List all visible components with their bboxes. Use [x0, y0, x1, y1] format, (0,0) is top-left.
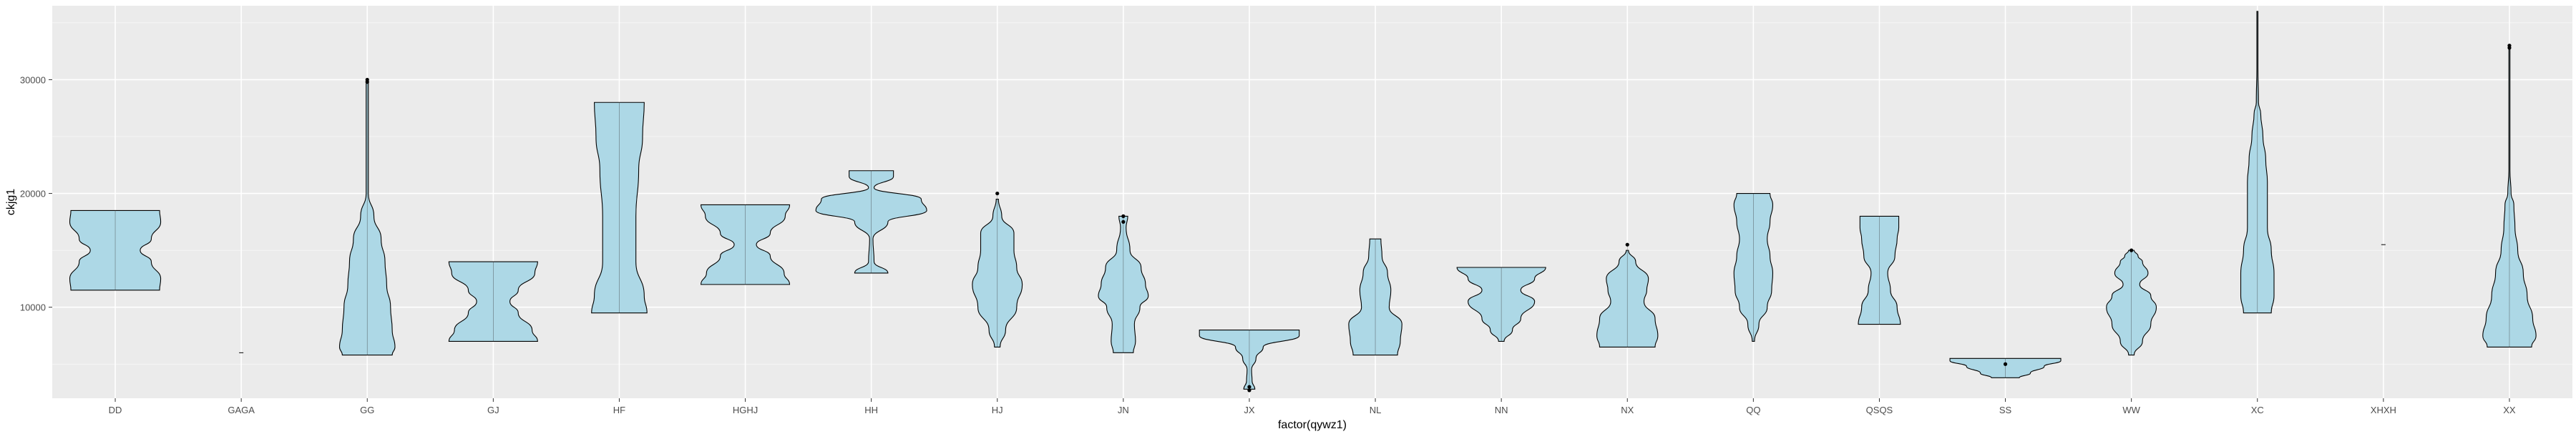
x-tick-label: SS: [1999, 405, 2012, 415]
outlier-point: [1247, 385, 1252, 389]
outlier-point: [365, 80, 369, 84]
violin-ss: [1949, 357, 2062, 378]
violin-gg: [338, 77, 396, 356]
violin-jn: [1098, 214, 1149, 353]
outlier-point: [1625, 242, 1629, 247]
x-tick-label: XC: [2251, 405, 2264, 415]
x-axis-label: factor(qywz1): [1278, 419, 1347, 431]
violin-ww: [2106, 248, 2157, 356]
y-tick-label: 30000: [20, 74, 46, 85]
x-tick-label: HGHJ: [733, 405, 758, 415]
plot-panel: [52, 6, 2572, 398]
x-tick-label: GJ: [487, 405, 499, 415]
x-tick-label: GG: [360, 405, 374, 415]
axes: 10000 20000 30000 DD GAGA GG GJ HF HGHJ HH HJ JN JX N…: [20, 74, 2516, 415]
violins: [69, 11, 2537, 393]
x-tick-label: DD: [109, 405, 122, 415]
violin-hghj: [701, 204, 791, 285]
x-tick-label: XHXH: [2371, 405, 2396, 415]
x-tick-label: QQ: [1746, 405, 1760, 415]
violin-qq: [1733, 193, 1774, 342]
x-tick-label: XX: [2503, 405, 2516, 415]
outlier-point: [2003, 362, 2008, 366]
x-tick-label: NX: [1621, 405, 1634, 415]
x-tick-label: JX: [1244, 405, 1255, 415]
x-tick-label: HH: [864, 405, 878, 415]
violin-dd: [69, 209, 162, 291]
outlier-point: [995, 191, 1000, 196]
violin-nn: [1456, 267, 1546, 342]
x-tick-label: WW: [2122, 405, 2140, 415]
x-tick-label: HJ: [992, 405, 1003, 415]
violin-hj: [972, 191, 1023, 347]
violin-xx: [2482, 44, 2537, 347]
x-tick-label: NN: [1495, 405, 1508, 415]
x-tick-label: HF: [613, 405, 625, 415]
violin-hh: [815, 170, 927, 274]
x-tick-label: QSQS: [1866, 405, 1893, 415]
x-tick-label: JN: [1118, 405, 1129, 415]
violin-xc: [2240, 11, 2275, 314]
violin-hf: [591, 102, 648, 314]
y-axis-label: ckjg1: [5, 189, 17, 215]
violin-jx: [1199, 329, 1300, 393]
violin-nl: [1348, 238, 1402, 356]
outlier-point: [1247, 388, 1252, 393]
y-tick-label: 20000: [20, 189, 46, 199]
x-tick-label: GAGA: [228, 405, 255, 415]
violin-gj: [448, 261, 538, 342]
x-tick-label: NL: [1370, 405, 1382, 415]
outlier-point: [1121, 214, 1126, 218]
outlier-point: [2129, 248, 2134, 252]
outlier-point: [1121, 220, 1126, 224]
y-tick-label: 10000: [20, 302, 46, 313]
violin-qsqs: [1858, 215, 1901, 325]
outlier-point: [2507, 46, 2512, 50]
violin-nx: [1596, 242, 1659, 347]
